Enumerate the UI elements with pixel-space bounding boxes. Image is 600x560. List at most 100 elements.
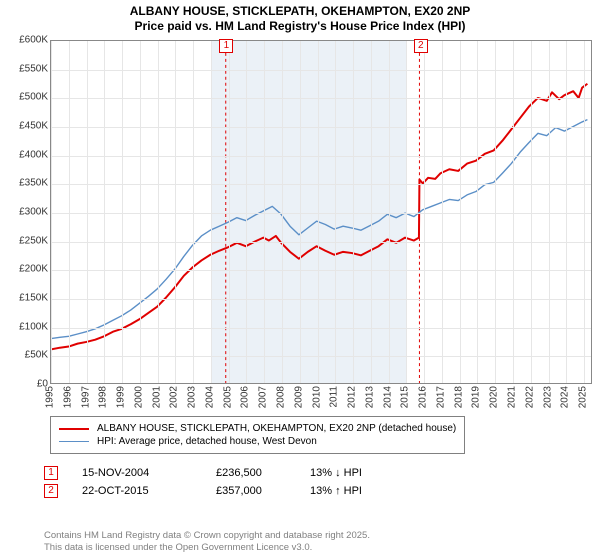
chart-area: 12 £0£50K£100K£150K£200K£250K£300K£350K£… xyxy=(4,40,596,410)
gridline-h xyxy=(51,98,591,99)
x-axis-label: 2012 xyxy=(347,386,358,408)
series-line xyxy=(51,120,587,339)
gridline-h xyxy=(51,270,591,271)
title-line-1: ALBANY HOUSE, STICKLEPATH, OKEHAMPTON, E… xyxy=(0,4,600,19)
event-marker: 1 xyxy=(44,466,58,480)
gridline-h xyxy=(51,213,591,214)
gridline-v xyxy=(477,41,478,383)
gridline-v xyxy=(229,41,230,383)
event-price: £357,000 xyxy=(216,485,286,497)
gridline-v xyxy=(389,41,390,383)
gridline-h xyxy=(51,184,591,185)
gridline-v xyxy=(300,41,301,383)
gridline-v xyxy=(140,41,141,383)
y-axis-label: £150K xyxy=(8,293,48,304)
gridline-v xyxy=(335,41,336,383)
x-axis-label: 2001 xyxy=(151,386,162,408)
attribution-footer: Contains HM Land Registry data © Crown c… xyxy=(44,530,370,554)
gridline-v xyxy=(495,41,496,383)
event-marker: 2 xyxy=(44,484,58,498)
x-axis-label: 2019 xyxy=(471,386,482,408)
gridline-v xyxy=(69,41,70,383)
x-axis-label: 2009 xyxy=(293,386,304,408)
event-table: 115-NOV-2004£236,50013% ↓ HPI222-OCT-201… xyxy=(44,462,400,502)
x-axis-label: 2016 xyxy=(418,386,429,408)
y-axis-label: £450K xyxy=(8,121,48,132)
legend-row: ALBANY HOUSE, STICKLEPATH, OKEHAMPTON, E… xyxy=(59,423,456,434)
x-axis-label: 2003 xyxy=(187,386,198,408)
event-pct: 13% ↑ HPI xyxy=(310,485,400,497)
x-axis-label: 1995 xyxy=(45,386,56,408)
x-axis-label: 2005 xyxy=(222,386,233,408)
y-axis-label: £50K xyxy=(8,350,48,361)
gridline-v xyxy=(193,41,194,383)
gridline-v xyxy=(513,41,514,383)
gridline-v xyxy=(51,41,52,383)
y-axis-label: £200K xyxy=(8,264,48,275)
legend-swatch xyxy=(59,428,89,430)
y-axis-label: £350K xyxy=(8,178,48,189)
gridline-h xyxy=(51,328,591,329)
x-axis-label: 1996 xyxy=(62,386,73,408)
gridline-v xyxy=(406,41,407,383)
gridline-h xyxy=(51,356,591,357)
x-axis-label: 2022 xyxy=(524,386,535,408)
gridline-h xyxy=(51,156,591,157)
gridline-v xyxy=(211,41,212,383)
event-marker: 1 xyxy=(219,39,233,53)
gridline-v xyxy=(104,41,105,383)
footer-line-2: This data is licensed under the Open Gov… xyxy=(44,542,370,554)
gridline-v xyxy=(460,41,461,383)
event-date: 15-NOV-2004 xyxy=(82,467,192,479)
y-axis-label: £100K xyxy=(8,321,48,332)
gridline-v xyxy=(158,41,159,383)
x-axis-label: 2024 xyxy=(560,386,571,408)
x-axis-label: 1997 xyxy=(80,386,91,408)
x-axis-label: 2008 xyxy=(276,386,287,408)
chart-container: ALBANY HOUSE, STICKLEPATH, OKEHAMPTON, E… xyxy=(0,0,600,560)
gridline-v xyxy=(246,41,247,383)
x-axis-label: 2013 xyxy=(364,386,375,408)
x-axis-label: 2004 xyxy=(204,386,215,408)
legend-label: ALBANY HOUSE, STICKLEPATH, OKEHAMPTON, E… xyxy=(97,423,456,434)
gridline-v xyxy=(424,41,425,383)
x-axis-label: 2002 xyxy=(169,386,180,408)
x-axis-label: 1998 xyxy=(98,386,109,408)
gridline-v xyxy=(122,41,123,383)
legend-label: HPI: Average price, detached house, West… xyxy=(97,436,317,447)
y-axis-label: £400K xyxy=(8,149,48,160)
x-axis-label: 2023 xyxy=(542,386,553,408)
x-axis-label: 2006 xyxy=(240,386,251,408)
gridline-v xyxy=(531,41,532,383)
gridline-h xyxy=(51,299,591,300)
x-axis-label: 2020 xyxy=(489,386,500,408)
event-marker: 2 xyxy=(414,39,428,53)
gridline-h xyxy=(51,70,591,71)
x-axis-label: 2025 xyxy=(578,386,589,408)
legend-swatch xyxy=(59,441,89,442)
gridline-v xyxy=(371,41,372,383)
x-axis-label: 2017 xyxy=(435,386,446,408)
gridline-v xyxy=(282,41,283,383)
x-axis-label: 2015 xyxy=(400,386,411,408)
footer-line-1: Contains HM Land Registry data © Crown c… xyxy=(44,530,370,542)
gridline-h xyxy=(51,242,591,243)
y-axis-label: £500K xyxy=(8,92,48,103)
x-axis-label: 2011 xyxy=(329,386,340,408)
gridline-v xyxy=(318,41,319,383)
gridline-v xyxy=(175,41,176,383)
gridline-v xyxy=(264,41,265,383)
gridline-v xyxy=(442,41,443,383)
event-price: £236,500 xyxy=(216,467,286,479)
x-axis-label: 2018 xyxy=(453,386,464,408)
y-axis-label: £250K xyxy=(8,235,48,246)
title-block: ALBANY HOUSE, STICKLEPATH, OKEHAMPTON, E… xyxy=(0,0,600,34)
x-axis-label: 2000 xyxy=(133,386,144,408)
legend-row: HPI: Average price, detached house, West… xyxy=(59,436,456,447)
gridline-v xyxy=(566,41,567,383)
gridline-v xyxy=(87,41,88,383)
line-chart-svg xyxy=(51,41,591,383)
y-axis-label: £0 xyxy=(8,379,48,390)
event-row: 222-OCT-2015£357,00013% ↑ HPI xyxy=(44,484,400,498)
x-axis-label: 2021 xyxy=(507,386,518,408)
